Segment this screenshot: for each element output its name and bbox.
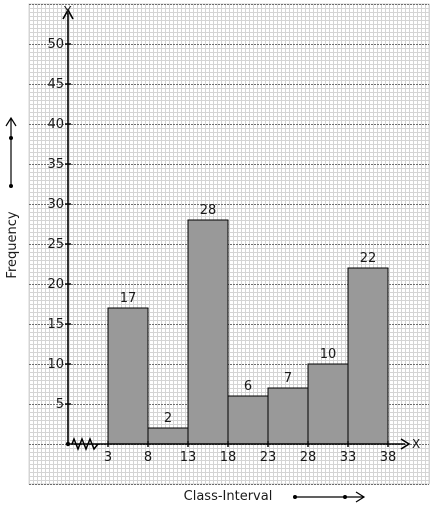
x-direction-dot xyxy=(293,495,297,499)
origin-dot xyxy=(65,441,71,447)
y-tick-label: 20 xyxy=(47,277,64,292)
bar-value-label: 28 xyxy=(200,203,217,218)
y-tick-label: 45 xyxy=(47,77,64,92)
x-axis-title: Class-Interval xyxy=(184,489,273,504)
bar-value-label: 17 xyxy=(120,291,137,306)
axis-break-zigzag xyxy=(71,436,99,452)
y-tick-label: 25 xyxy=(47,237,64,252)
bar-value-label: 6 xyxy=(244,379,252,394)
histogram-bar xyxy=(227,395,269,445)
axes-layer xyxy=(62,8,411,452)
x-axis-arrowhead xyxy=(400,438,411,450)
histogram-bar xyxy=(107,307,149,445)
x-tick-label: 13 xyxy=(180,450,197,465)
y-tick-label: 10 xyxy=(47,357,64,372)
x-tick-label: 23 xyxy=(260,450,277,465)
up-arrow-icon xyxy=(5,116,17,127)
y-axis-arrowhead xyxy=(62,8,74,20)
histogram-bar xyxy=(267,387,309,445)
histogram-bar xyxy=(307,363,349,445)
y-tick-label: 40 xyxy=(47,117,64,132)
x-direction-dot xyxy=(343,495,347,499)
bar-value-label: 22 xyxy=(360,251,377,266)
y-tick-label: 35 xyxy=(47,157,64,172)
bar-value-label: 10 xyxy=(320,347,337,362)
histogram-bar xyxy=(347,267,389,445)
bars-layer xyxy=(107,219,389,445)
x-tick-label: 38 xyxy=(380,450,397,465)
y-tick-label: 15 xyxy=(47,317,64,332)
x-tick-label: 28 xyxy=(300,450,317,465)
bar-value-label: 7 xyxy=(284,371,292,386)
y-direction-dot xyxy=(9,184,13,188)
y-axis-letter: Y xyxy=(63,4,72,18)
histogram-bar xyxy=(187,219,229,445)
x-tick-label: 8 xyxy=(144,450,152,465)
x-tick-label: 33 xyxy=(340,450,357,465)
direction-arrows xyxy=(5,116,366,503)
y-tick-label: 50 xyxy=(47,37,64,52)
y-tick-label: 5 xyxy=(56,397,64,412)
y-tick-label: 30 xyxy=(47,197,64,212)
right-arrow-icon xyxy=(355,491,366,503)
x-tick-label: 3 xyxy=(104,450,112,465)
x-tick-label: 18 xyxy=(220,450,237,465)
histogram-bar xyxy=(147,427,189,445)
x-axis-letter: X xyxy=(412,437,420,451)
y-direction-dot xyxy=(9,136,13,140)
y-axis-title: Frequency xyxy=(5,211,20,278)
bar-value-label: 2 xyxy=(164,411,172,426)
